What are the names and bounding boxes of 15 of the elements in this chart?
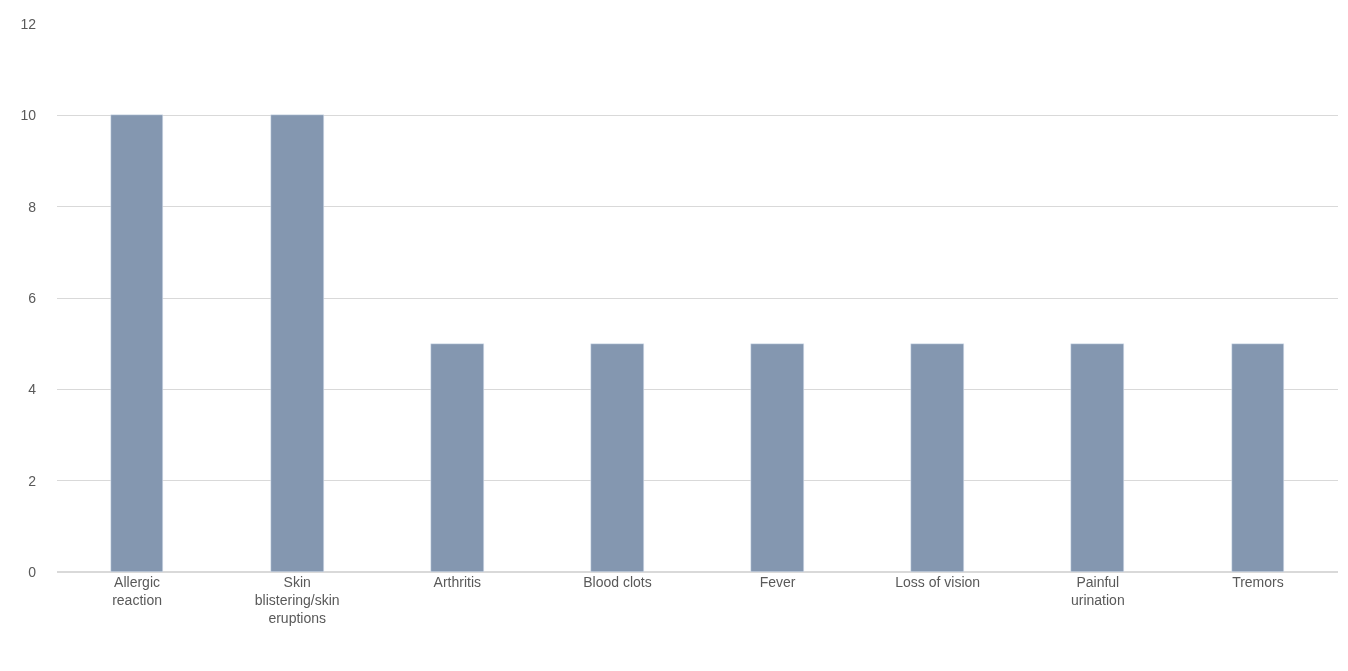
x-tick-label: Painful urination <box>1070 574 1125 609</box>
x-tick-label: Skin blistering/skin eruptions <box>254 574 340 627</box>
y-tick-label: 0 <box>28 563 37 580</box>
x-tick-label: Loss of vision <box>895 574 981 590</box>
y-tick-label: 10 <box>20 107 37 124</box>
x-tick-label: Arthritis <box>433 574 482 590</box>
y-tick-label: 2 <box>28 472 37 489</box>
y-tick-label: 8 <box>28 198 37 215</box>
y-tick-label: 4 <box>28 381 37 398</box>
y-tick-label: 6 <box>28 289 37 306</box>
x-tick-label: Blood clots <box>583 574 652 590</box>
x-tick-label: Fever <box>759 574 796 590</box>
x-tick-label: Tremors <box>1232 574 1284 590</box>
x-tick-label: Allergic reaction <box>112 574 162 609</box>
y-tick-label: 12 <box>20 15 37 32</box>
